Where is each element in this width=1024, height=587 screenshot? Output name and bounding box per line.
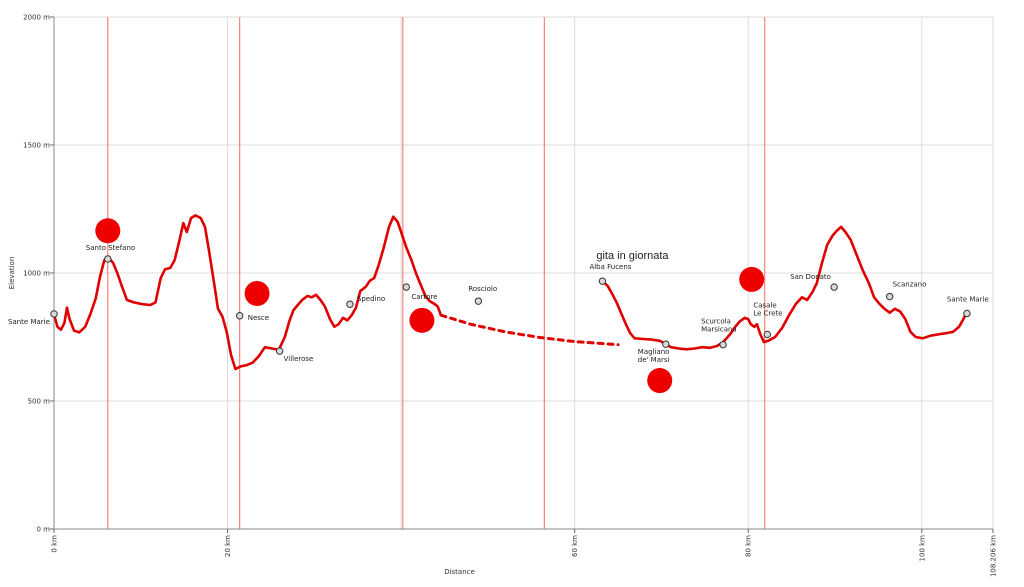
x-tick-label: 108.206 km (990, 535, 998, 577)
x-tick-label: 20 km (224, 535, 232, 557)
axes: 0 m 500 m 1000 m 1500 m 2000 m 0 km 20 km 60 km… (23, 14, 997, 578)
x-tick-label: 100 km (918, 535, 926, 562)
profile-line-dashed (439, 313, 620, 347)
waypoint-marker (830, 283, 838, 291)
x-tick-label: 80 km (745, 535, 753, 557)
waypoint-marker (763, 330, 772, 339)
highlight-dot (95, 218, 121, 244)
waypoints: Sante Marie Santo Stefano Nesce Villerose Sp… (8, 244, 989, 364)
stage-marker-lines (107, 17, 766, 529)
x-tick-label: 60 km (571, 535, 579, 557)
y-tick-label: 2000 m (23, 14, 50, 22)
waypoint-marker (963, 309, 971, 318)
waypoint-marker (346, 300, 354, 308)
y-tick-label: 500 m (28, 398, 51, 406)
waypoint-label: Sante Marie (947, 295, 989, 303)
grid (53, 16, 994, 530)
waypoint-label: Santo Stefano (86, 244, 135, 252)
profile-series (52, 214, 969, 371)
y-tick-label: 1000 m (23, 270, 50, 278)
annotations: gita in giornata (596, 250, 669, 262)
y-tick-label: 0 m (37, 526, 51, 534)
waypoint-label: Magliano de' Marsi (638, 348, 670, 364)
waypoint-marker (598, 277, 607, 285)
profile-line (52, 214, 443, 371)
waypoint-label: Scanzano (893, 281, 927, 289)
waypoint-marker (662, 340, 670, 348)
y-tick-label: 1500 m (23, 142, 50, 150)
waypoint-marker (236, 312, 244, 320)
waypoint-label: Nesce (248, 314, 269, 322)
waypoint-label: Rosciolo (468, 285, 497, 293)
waypoint-marker (474, 297, 483, 305)
y-axis-title: Elevation (8, 257, 16, 290)
highlight-dot (739, 266, 765, 292)
highlight-dot (244, 280, 270, 306)
waypoint-marker (275, 347, 284, 355)
waypoint-label: Casale Le Crete (753, 301, 782, 317)
highlight-dot (409, 307, 435, 333)
waypoint-marker (719, 340, 727, 349)
annotation-text: gita in giornata (596, 250, 669, 262)
waypoint-label: Scurcola Marsicana (701, 318, 737, 334)
waypoint-marker (402, 283, 411, 291)
highlight-dots (95, 218, 765, 394)
waypoint-label: San Donato (790, 273, 831, 281)
waypoint-marker (885, 292, 894, 301)
waypoint-label: Alba Fucens (589, 263, 631, 271)
waypoint-label: Villerose (284, 355, 314, 363)
waypoint-label: Sante Marie (8, 318, 50, 326)
waypoint-label: Cartore (411, 293, 437, 301)
x-tick-label: 0 km (51, 535, 59, 553)
x-axis-title: Distance (444, 568, 475, 576)
waypoint-label: Spedino (357, 295, 385, 303)
waypoint-marker (50, 310, 58, 318)
highlight-dot (647, 368, 673, 394)
waypoint-marker (104, 255, 112, 263)
